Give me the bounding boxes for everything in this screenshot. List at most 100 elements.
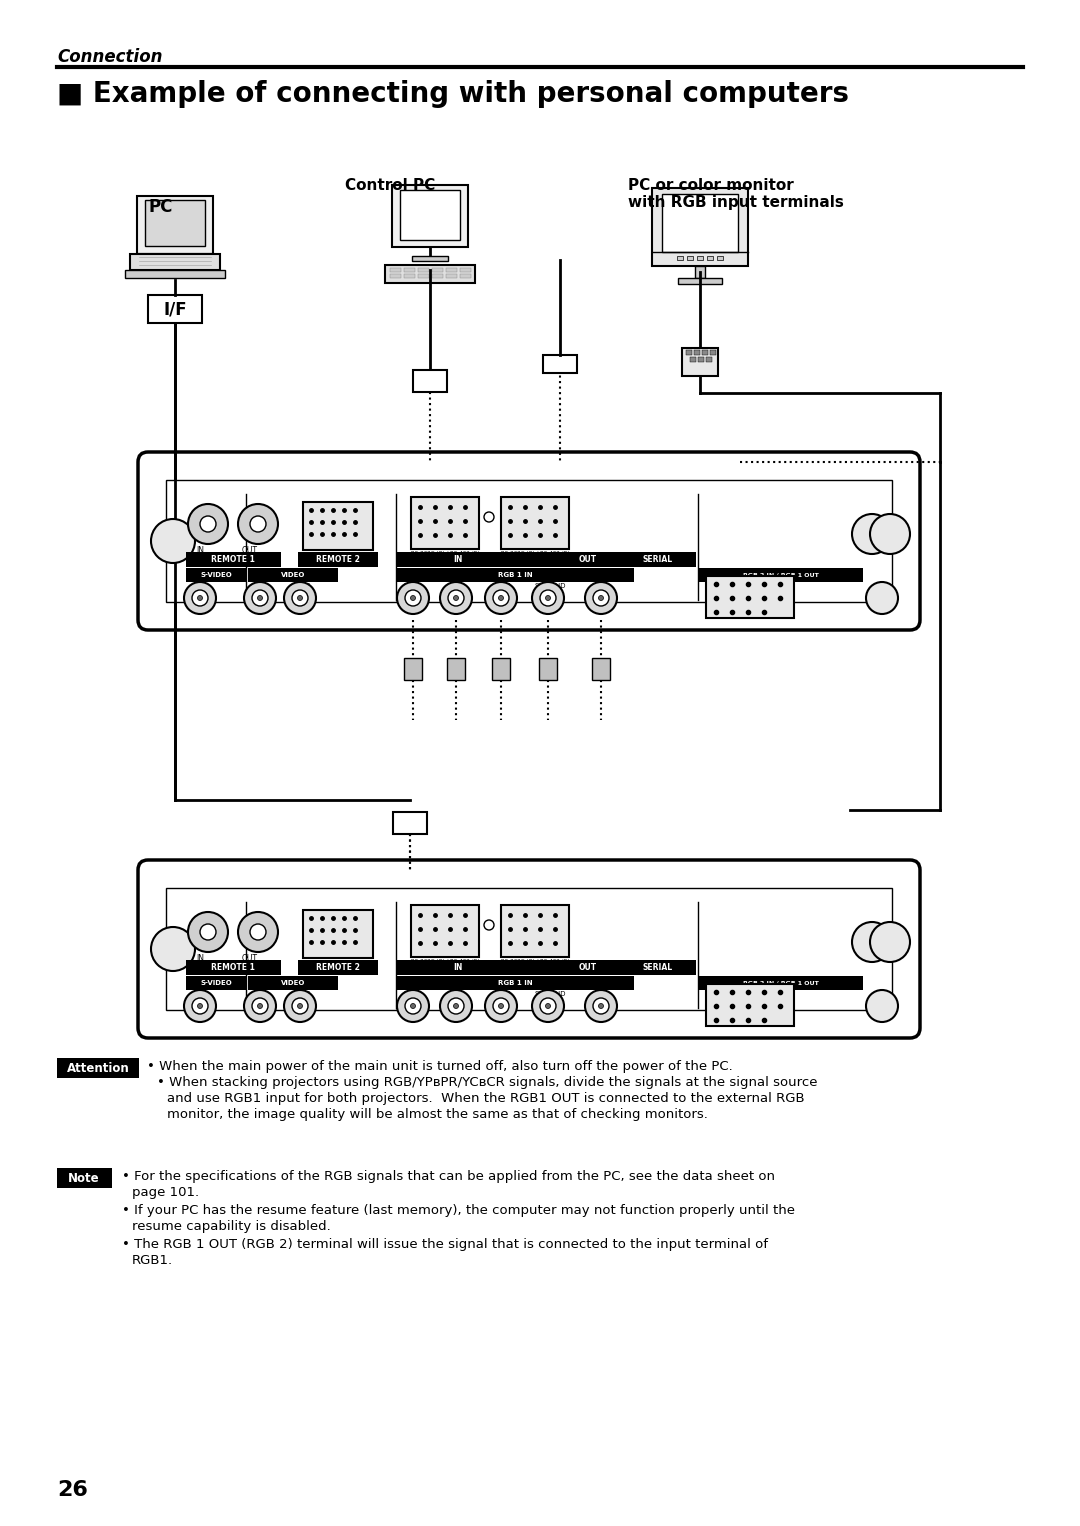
Text: • If your PC has the resume feature (last memory), the computer may not function: • If your PC has the resume feature (las… [122,1204,795,1218]
Circle shape [454,1004,459,1009]
Text: Control PC: Control PC [345,179,435,192]
Bar [677,256,683,259]
Text: IN: IN [259,583,267,589]
Text: OUT: OUT [296,583,310,589]
Text: Connection: Connection [57,47,162,66]
Bar [707,256,713,259]
Bar [686,349,692,356]
Circle shape [448,591,464,606]
Circle shape [252,998,268,1013]
Text: SERIAL: SERIAL [643,554,673,563]
Bar [396,552,696,568]
Bar [396,568,634,581]
Circle shape [485,990,517,1022]
Text: IN: IN [195,954,204,963]
Circle shape [440,581,472,613]
Text: SYNC/HD: SYNC/HD [535,583,566,589]
Text: IN: IN [454,554,462,563]
Bar [166,888,892,1010]
Text: R/PR: R/PR [403,990,419,996]
Circle shape [870,514,910,554]
Bar [130,253,220,270]
Bar [411,497,480,549]
Text: monitor, the image quality will be almost the same as that of checking monitors.: monitor, the image quality will be almos… [167,1108,707,1122]
Bar [413,369,447,392]
Circle shape [198,595,203,601]
Text: S-VIDEO: S-VIDEO [200,980,232,986]
Circle shape [397,581,429,613]
Bar [148,295,202,324]
Bar [710,349,716,356]
Bar [57,1058,139,1077]
Bar [384,266,475,282]
Bar [400,191,460,240]
Text: B/PB: B/PB [495,583,511,589]
Bar [696,266,705,278]
Text: REMOTE 1: REMOTE 1 [211,963,255,972]
Circle shape [252,591,268,606]
Text: REMOTE 2: REMOTE 2 [316,554,360,563]
Bar [248,568,338,581]
Bar [678,278,723,284]
Text: RS-232C (G) / RS-422 (R): RS-232C (G) / RS-422 (R) [410,958,480,964]
Bar [446,269,457,272]
Circle shape [192,591,208,606]
Text: RGB 2 IN / RGB 1 OUT: RGB 2 IN / RGB 1 OUT [743,981,819,986]
Text: Note: Note [68,1172,99,1184]
Text: RS-232C (G) / RS-422 (R): RS-232C (G) / RS-422 (R) [501,958,569,964]
Text: • When the main power of the main unit is turned off, also turn off the power of: • When the main power of the main unit i… [147,1061,732,1073]
FancyBboxPatch shape [138,452,920,630]
Bar [706,357,712,362]
Bar [539,658,557,681]
Bar [393,812,427,835]
Circle shape [184,581,216,613]
Text: IN: IN [192,990,200,996]
Bar [432,269,443,272]
Bar [390,269,401,272]
Bar [392,185,468,247]
Bar [694,349,700,356]
Circle shape [249,516,266,533]
Bar [652,188,748,266]
FancyBboxPatch shape [138,861,920,1038]
Circle shape [593,998,609,1013]
Bar [687,256,693,259]
Text: REMOTE 2: REMOTE 2 [316,963,360,972]
Bar [501,905,569,957]
Circle shape [200,516,216,533]
Bar [396,977,634,990]
Circle shape [244,990,276,1022]
Circle shape [184,990,216,1022]
Text: SYNC/HD: SYNC/HD [535,990,566,996]
Bar [166,481,892,601]
Text: G/Y: G/Y [450,583,462,589]
Circle shape [292,998,308,1013]
Text: • When stacking projectors using RGB/YPʙPR/YCʙCR signals, divide the signals at : • When stacking projectors using RGB/YPʙ… [157,1076,818,1090]
Circle shape [151,926,195,971]
Bar [446,275,457,278]
Circle shape [410,1004,416,1009]
Circle shape [410,595,416,601]
Text: VD: VD [598,990,608,996]
Bar [447,658,465,681]
Circle shape [870,922,910,961]
Bar [690,357,696,362]
Text: RGB 1 IN: RGB 1 IN [498,980,532,986]
Text: R/PR: R/PR [403,583,419,589]
Circle shape [598,1004,604,1009]
Bar [145,200,205,246]
Circle shape [151,519,195,563]
Bar [390,275,401,278]
Bar [698,357,704,362]
Text: ■ Example of connecting with personal computers: ■ Example of connecting with personal co… [57,79,849,108]
Circle shape [238,913,278,952]
Bar [698,977,863,990]
Text: IN: IN [454,963,462,972]
Circle shape [484,920,494,929]
Text: • The RGB 1 OUT (RGB 2) terminal will issue the signal that is connected to the : • The RGB 1 OUT (RGB 2) terminal will is… [122,1238,768,1251]
Circle shape [284,990,316,1022]
Bar [186,552,281,568]
Circle shape [484,513,494,522]
Circle shape [188,913,228,952]
Bar [460,269,471,272]
